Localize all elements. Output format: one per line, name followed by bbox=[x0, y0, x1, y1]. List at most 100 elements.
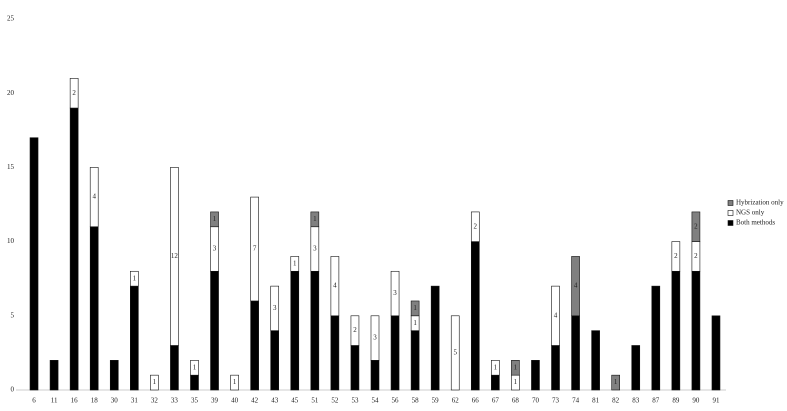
bar-segment bbox=[430, 285, 440, 391]
value-label: 1 bbox=[494, 363, 498, 371]
value-label: 3 bbox=[313, 245, 317, 253]
value-label: 2 bbox=[674, 252, 678, 260]
value-label: 7 bbox=[253, 245, 257, 253]
value-label: 4 bbox=[92, 193, 96, 201]
value-label: 2 bbox=[474, 222, 478, 230]
bar-segment bbox=[571, 256, 580, 317]
legend-label: Hybrization only bbox=[736, 199, 784, 207]
x-tick-label: 43 bbox=[271, 397, 279, 405]
value-label: 1 bbox=[213, 215, 217, 223]
x-tick-label: 30 bbox=[111, 397, 119, 405]
bar-segment bbox=[69, 107, 79, 391]
bar-segment bbox=[370, 360, 380, 391]
value-label: 1 bbox=[313, 215, 317, 223]
bar-segment bbox=[330, 256, 340, 317]
value-label: 4 bbox=[574, 282, 578, 290]
bar-segment bbox=[651, 285, 661, 391]
legend-label: Both methods bbox=[736, 219, 775, 227]
value-label: 1 bbox=[233, 378, 237, 386]
y-tick-label: 20 bbox=[7, 89, 15, 97]
x-tick-label: 62 bbox=[452, 397, 460, 405]
bar-segment bbox=[410, 300, 420, 317]
x-tick-label: 31 bbox=[131, 397, 139, 405]
x-tick-label: 67 bbox=[492, 397, 500, 405]
bar-segment bbox=[511, 360, 520, 376]
bar-segment bbox=[551, 285, 560, 346]
y-tick-label: 0 bbox=[11, 386, 15, 394]
value-label: 1 bbox=[153, 378, 157, 386]
bar-segment bbox=[270, 330, 280, 391]
bar-segment bbox=[109, 360, 119, 391]
x-tick-label: 40 bbox=[231, 397, 239, 405]
bar-segment bbox=[49, 360, 59, 391]
x-tick-label: 68 bbox=[512, 397, 520, 405]
bar-segment bbox=[671, 270, 681, 391]
bar-segment bbox=[130, 285, 139, 391]
x-tick-label: 73 bbox=[552, 397, 560, 405]
y-tick-label: 25 bbox=[7, 15, 15, 23]
value-label: 4 bbox=[554, 311, 558, 319]
x-tick-label: 74 bbox=[572, 397, 580, 405]
bar-segment bbox=[711, 315, 721, 391]
bar-segment bbox=[691, 211, 701, 242]
bar-segment bbox=[571, 315, 580, 391]
x-tick-label: 45 bbox=[291, 397, 299, 405]
bar-segment bbox=[611, 374, 620, 391]
value-label: 1 bbox=[514, 363, 518, 371]
bar-segment bbox=[491, 374, 500, 391]
value-label: 1 bbox=[614, 378, 618, 386]
legend-swatch bbox=[727, 210, 734, 216]
x-tick-label: 87 bbox=[652, 397, 660, 405]
x-tick-label: 54 bbox=[372, 397, 380, 405]
bar-segment bbox=[89, 226, 99, 391]
x-tick-label: 39 bbox=[211, 397, 219, 405]
x-tick-label: 89 bbox=[672, 397, 680, 405]
bar-segment bbox=[290, 256, 300, 272]
bar-segment bbox=[551, 345, 560, 391]
value-label: 4 bbox=[333, 282, 337, 290]
y-tick-label: 5 bbox=[11, 311, 15, 319]
value-label: 1 bbox=[293, 259, 297, 267]
legend-swatch bbox=[727, 200, 734, 206]
value-label: 1 bbox=[133, 274, 137, 282]
bar-segment bbox=[89, 167, 99, 228]
x-tick-label: 32 bbox=[151, 397, 159, 405]
x-tick-label: 91 bbox=[712, 397, 720, 405]
value-label: 2 bbox=[72, 89, 76, 97]
x-tick-label: 81 bbox=[592, 397, 600, 405]
x-tick-label: 82 bbox=[612, 397, 620, 405]
bar-segment bbox=[470, 211, 480, 242]
bar-segment bbox=[290, 270, 300, 391]
x-tick-label: 33 bbox=[171, 397, 179, 405]
value-label: 1 bbox=[413, 304, 417, 312]
y-tick-label: 10 bbox=[7, 237, 15, 245]
value-label: 3 bbox=[373, 334, 377, 342]
bar-segment bbox=[390, 270, 400, 317]
bar-segment bbox=[671, 241, 681, 272]
x-tick-label: 42 bbox=[251, 397, 259, 405]
x-tick-label: 56 bbox=[392, 397, 400, 405]
x-tick-label: 66 bbox=[472, 397, 480, 405]
bar-segment bbox=[591, 330, 600, 391]
bar-segment bbox=[150, 374, 159, 391]
bar-segment bbox=[170, 345, 179, 391]
value-label: 1 bbox=[514, 378, 518, 386]
bar-segment bbox=[69, 78, 79, 109]
bar-segment bbox=[29, 137, 39, 391]
bar-segment bbox=[491, 360, 500, 376]
x-tick-label: 51 bbox=[311, 397, 319, 405]
bar-segment bbox=[310, 270, 320, 391]
bar-segment bbox=[330, 315, 340, 391]
value-label: 2 bbox=[694, 222, 698, 230]
bar-segment bbox=[450, 315, 460, 391]
value-label: 1 bbox=[193, 363, 197, 371]
bar-segment bbox=[350, 315, 360, 346]
value-label: 5 bbox=[453, 349, 457, 357]
value-label: 3 bbox=[213, 245, 217, 253]
bar-segment bbox=[230, 374, 239, 391]
legend-swatch bbox=[727, 220, 734, 226]
value-label: 3 bbox=[273, 304, 277, 312]
bar-segment bbox=[250, 196, 259, 302]
bar-segment bbox=[691, 270, 701, 391]
y-tick-label: 15 bbox=[7, 163, 15, 171]
